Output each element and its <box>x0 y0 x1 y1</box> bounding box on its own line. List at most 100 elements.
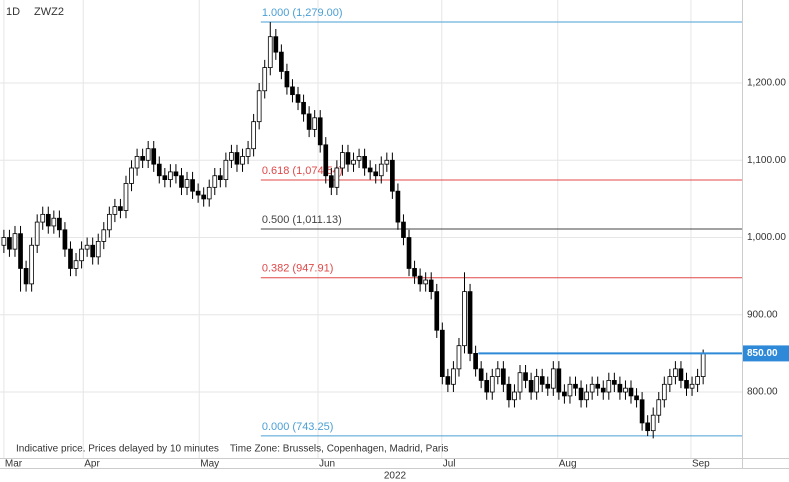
candle-body <box>578 387 584 401</box>
candle-body <box>290 86 295 96</box>
candle-body <box>40 213 46 223</box>
candle-body <box>373 171 379 177</box>
candle-body <box>284 71 290 88</box>
candle-body <box>134 156 140 169</box>
x-tick-label: Mar <box>5 459 23 470</box>
candle-body <box>523 372 528 381</box>
candle-body <box>317 117 323 146</box>
candle-body <box>57 217 62 231</box>
candle-body <box>168 171 173 181</box>
candle-body <box>201 194 207 200</box>
candle-body <box>184 179 190 188</box>
candle-body <box>162 175 168 181</box>
candle-body <box>528 380 534 393</box>
candle-body <box>684 380 689 389</box>
candle-body <box>367 167 373 173</box>
candle-body <box>295 94 301 103</box>
candle-body <box>423 279 429 285</box>
candle-body <box>506 383 512 401</box>
candle-body <box>501 368 506 385</box>
candle-body <box>179 175 184 188</box>
y-tick-label: 1,100.00 <box>747 155 786 166</box>
candle-body <box>473 353 478 370</box>
candle-body <box>689 383 695 389</box>
candle-body <box>451 368 456 385</box>
candle-body <box>417 275 423 285</box>
candle-body <box>101 229 107 242</box>
candle-body <box>700 353 706 377</box>
year-label: 2022 <box>384 471 407 482</box>
candle-body <box>212 175 218 188</box>
candle-body <box>156 163 162 177</box>
candle-body <box>562 391 567 397</box>
candle-body <box>279 51 284 72</box>
candle-body <box>334 167 340 188</box>
candle-body <box>18 233 23 269</box>
x-tick-label: Aug <box>559 459 577 470</box>
candle-body <box>62 229 68 250</box>
candle-body <box>1 237 7 246</box>
candle-body <box>495 368 501 377</box>
candle-body <box>445 376 451 385</box>
candle-body <box>401 221 406 238</box>
candle-body <box>623 387 628 393</box>
candle-body <box>628 387 634 397</box>
candle-body <box>639 399 645 424</box>
candle-body <box>151 148 157 165</box>
y-tick-label: 800.00 <box>747 387 778 398</box>
candle-body <box>118 206 123 211</box>
fib-label: 1.000 (1,279.00) <box>262 7 343 19</box>
y-tick-label: 900.00 <box>747 309 778 320</box>
candle-body <box>273 36 279 53</box>
candle-body <box>195 190 201 196</box>
candle-body <box>245 148 251 157</box>
candle-body <box>595 383 601 389</box>
candle-body <box>251 121 256 150</box>
candle-body <box>140 156 145 161</box>
candle-body <box>7 237 12 250</box>
symbol: ZWZ2 <box>34 6 64 18</box>
candle-body <box>534 376 540 393</box>
candle-body <box>206 186 212 200</box>
candle-body <box>589 383 595 393</box>
candle-body <box>229 152 234 161</box>
fib-label: 0.000 (743.25) <box>262 421 334 433</box>
candle-body <box>51 217 57 227</box>
price-label-box <box>743 345 789 362</box>
candle-body <box>462 291 467 347</box>
candle-body <box>267 36 273 68</box>
candle-body <box>600 387 606 393</box>
candle-body <box>456 345 462 370</box>
candle-body <box>323 144 329 177</box>
candle-body <box>645 422 650 432</box>
x-tick-label: Apr <box>84 459 100 470</box>
candle-body <box>312 117 318 130</box>
candle-body <box>656 399 662 416</box>
candle-body <box>106 213 112 231</box>
candle-body <box>556 368 562 393</box>
candle-body <box>217 175 223 181</box>
candle-body <box>95 240 101 258</box>
candle-body <box>45 213 51 227</box>
candle-body <box>584 391 589 401</box>
fib-label: 0.500 (1,011.13) <box>262 214 342 226</box>
candle-body <box>512 391 517 401</box>
candle-body <box>484 380 490 393</box>
candle-body <box>351 159 356 165</box>
candle-body <box>617 383 623 393</box>
candle-body <box>378 163 384 177</box>
candle-body <box>112 206 118 215</box>
candle-body <box>539 376 545 385</box>
candle-body <box>550 368 556 389</box>
candle-body <box>667 376 673 385</box>
x-tick-label: Jun <box>319 459 335 470</box>
candle-body <box>567 383 573 397</box>
candle-body <box>262 67 268 92</box>
candle-body <box>123 183 129 211</box>
candle-body <box>190 179 195 192</box>
candle-body <box>467 291 473 354</box>
candle-body <box>406 237 412 269</box>
candle-body <box>256 90 262 123</box>
